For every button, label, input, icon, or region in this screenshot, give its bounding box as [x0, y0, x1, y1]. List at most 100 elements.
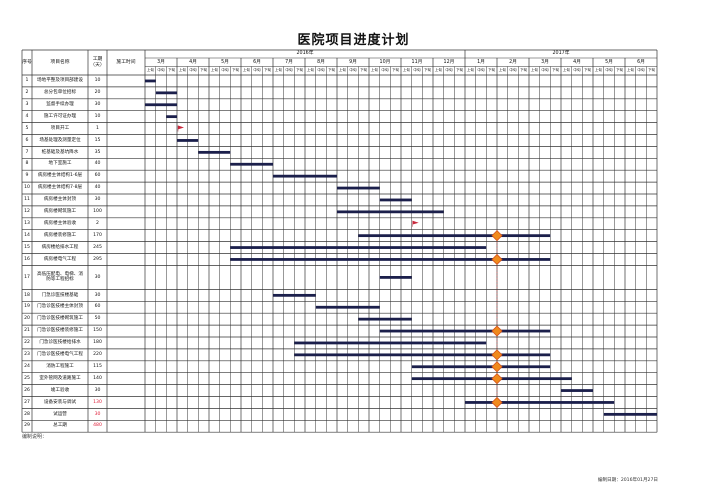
task-days: 2: [96, 220, 99, 226]
header-period: 中旬: [605, 68, 613, 72]
task-seq: 17: [24, 274, 30, 280]
header-period: 下旬: [488, 68, 496, 72]
task-days: 30: [94, 292, 101, 298]
task-name: 竣工验收: [50, 387, 70, 393]
header-month: 6月: [637, 59, 645, 65]
header-month: 3月: [541, 59, 549, 65]
task-seq: 14: [24, 232, 30, 238]
task-days: 480: [93, 423, 102, 429]
header-month: 1月: [477, 59, 485, 65]
task-seq: 12: [24, 209, 30, 215]
task-name: 病房楼电气工程: [43, 256, 77, 262]
header-period: 中旬: [477, 68, 485, 72]
header-month: 4月: [189, 59, 197, 65]
header-month: 3月: [157, 59, 165, 65]
task-name: 地下室施工: [48, 161, 72, 167]
task-name: 门急诊医技楼装修施工: [37, 328, 83, 334]
task-bar: [198, 150, 231, 154]
header-month: 11月: [411, 59, 423, 65]
header-month: 12月: [443, 59, 455, 65]
task-name: 病房楼主体封顶: [43, 197, 77, 203]
header-month: 4月: [573, 59, 581, 65]
task-days: 60: [94, 304, 101, 310]
header-month: 6月: [253, 59, 261, 65]
task-bar: [379, 198, 412, 202]
footer-date: 编制日期：2016年01月27日: [597, 478, 658, 483]
task-seq: 9: [25, 173, 29, 179]
header-month: 5月: [221, 59, 229, 65]
task-days: 180: [93, 340, 102, 346]
task-seq: 3: [25, 101, 29, 107]
task-bar: [379, 276, 412, 279]
header-period: 上旬: [466, 68, 474, 72]
header-period: 中旬: [317, 68, 325, 72]
header-period: 上旬: [210, 68, 218, 72]
header-seq: 序号: [22, 59, 32, 65]
task-seq: 16: [24, 256, 30, 262]
task-seq: 4: [25, 113, 29, 119]
header-period: 上旬: [626, 68, 634, 72]
header-name: 项目名称: [50, 59, 70, 65]
header-period: 中旬: [253, 68, 261, 72]
milestone-diamond-icon: [491, 373, 503, 385]
task-days: 170: [93, 232, 102, 238]
task-days: 30: [94, 197, 101, 203]
header-period: 上旬: [434, 68, 442, 72]
task-bar: [358, 317, 412, 321]
task-days: 30: [94, 274, 101, 280]
task-name: 消防工程施工: [46, 363, 74, 369]
task-seq: 7: [25, 149, 29, 155]
header-month: 5月: [605, 59, 613, 65]
header-period: 上旬: [242, 68, 250, 72]
header-period: 上旬: [146, 68, 154, 72]
header-year: 2016年: [296, 51, 314, 57]
task-bar: [358, 234, 551, 238]
header-month: 8月: [317, 59, 325, 65]
header-period: 中旬: [221, 68, 229, 72]
header-year: 2017年: [552, 51, 570, 57]
task-name: 总工期: [53, 423, 67, 429]
task-seq: 18: [24, 292, 30, 298]
task-seq: 11: [24, 197, 30, 203]
task-seq: 27: [24, 399, 30, 405]
milestone-diamond-icon: [491, 230, 503, 242]
milestone-diamond-icon: [491, 325, 503, 337]
task-bar: [294, 341, 487, 345]
task-bar: [145, 103, 177, 107]
header-period: 上旬: [178, 68, 186, 72]
task-seq: 13: [24, 220, 30, 226]
task-bar: [166, 115, 177, 119]
task-bar: [273, 293, 316, 297]
header-period: 上旬: [530, 68, 538, 72]
task-name: 门急诊医技楼给排水: [39, 340, 81, 346]
header-month: 10月: [379, 59, 391, 65]
task-days: 245: [93, 244, 102, 250]
task-name: 高低压配电、电梯、消防等工程招标: [37, 271, 83, 283]
task-days: 140: [93, 375, 102, 381]
header-period: 中旬: [157, 68, 165, 72]
header-period: 上旬: [370, 68, 378, 72]
header-period: 上旬: [562, 68, 570, 72]
task-name: 总分包单位招标: [43, 90, 77, 96]
task-days: 295: [93, 256, 102, 262]
header-period: 下旬: [424, 68, 432, 72]
header-period: 上旬: [338, 68, 346, 72]
header-period: 中旬: [509, 68, 517, 72]
task-seq: 6: [25, 137, 29, 143]
task-bar: [177, 139, 199, 142]
milestone-diamond-icon: [491, 349, 503, 361]
task-bar: [230, 162, 273, 166]
task-name: 门急诊医技楼砌筑施工: [37, 316, 83, 322]
task-name: 设备安装与调试: [43, 399, 77, 405]
task-bar: [273, 174, 337, 178]
task-days: 20: [94, 90, 101, 96]
header-period: 上旬: [274, 68, 282, 72]
milestone-flag-icon: [412, 220, 419, 225]
task-seq: 29: [24, 423, 30, 429]
header-period: 上旬: [402, 68, 410, 72]
task-name: 病房楼主体结构1-6层: [37, 173, 83, 179]
header-period: 中旬: [637, 68, 645, 72]
header-period: 上旬: [306, 68, 314, 72]
task-days: 220: [93, 352, 102, 358]
task-name: 病房楼给排水工程: [41, 244, 79, 250]
